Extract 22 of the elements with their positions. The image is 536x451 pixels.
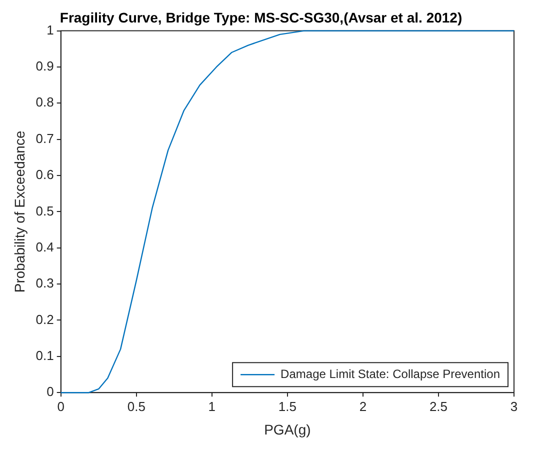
y-tick-label: 0.6: [36, 167, 54, 182]
y-tick-label: 0.1: [36, 348, 54, 363]
y-tick-label: 0.7: [36, 130, 54, 146]
x-tick-label: 1: [208, 398, 216, 414]
x-tick-label: 3: [510, 398, 518, 414]
y-tick-label: 0.9: [36, 58, 54, 74]
y-tick-label: 1: [46, 22, 54, 38]
y-tick-label: 0.4: [36, 239, 54, 254]
y-tick-label: 0: [46, 384, 54, 400]
chart-title: Fragility Curve, Bridge Type: MS-SC-SG30,(Avsar et al. 2012): [60, 9, 462, 26]
y-tick-label: 0.8: [36, 94, 54, 110]
x-tick-label: 1.5: [278, 398, 296, 414]
x-axis-title: PGA(g): [264, 421, 311, 438]
x-tick-label: 0: [57, 398, 64, 414]
x-tick-label: 2.5: [429, 398, 448, 414]
legend-label: Damage Limit State: Collapse Prevention: [280, 366, 500, 381]
y-tick-label: 0.2: [36, 312, 54, 327]
x-tick-label: 2: [359, 398, 367, 414]
x-tick-label: 0.5: [127, 398, 146, 414]
y-axis-title: Probability of Exceedance: [11, 130, 28, 293]
y-tick-label: 0.5: [36, 203, 54, 218]
y-tick-label: 0.3: [36, 276, 54, 291]
